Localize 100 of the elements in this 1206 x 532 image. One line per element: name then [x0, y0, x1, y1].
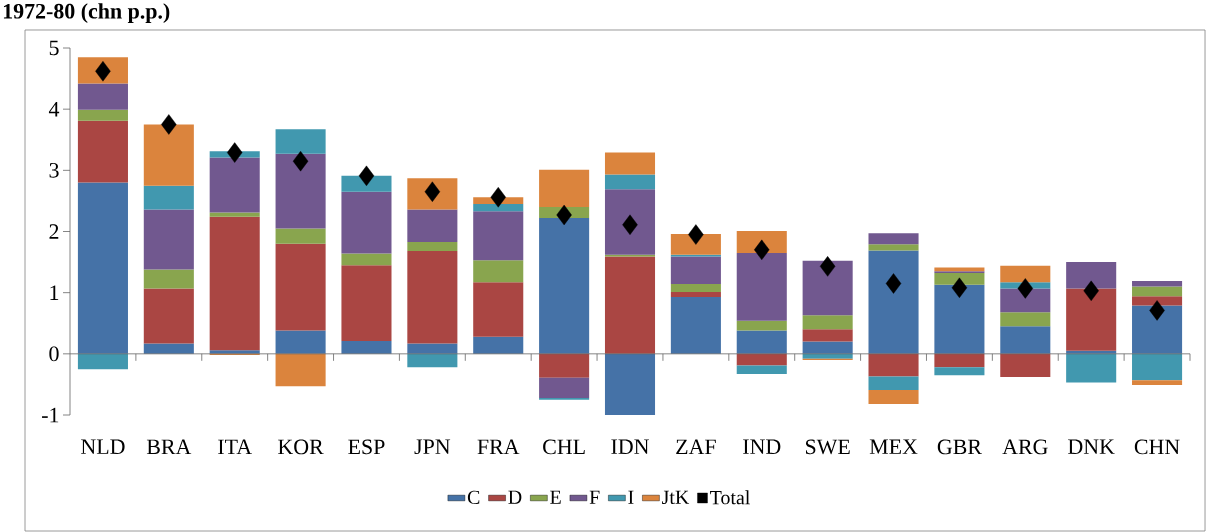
bar [275, 243, 326, 331]
bar [868, 233, 919, 245]
point [1149, 300, 1165, 321]
point [490, 187, 506, 208]
bar [143, 209, 194, 270]
bar [670, 256, 721, 285]
y-tick-label: 3 [49, 162, 59, 178]
x-tick-label: IDN [611, 439, 649, 454]
bar [934, 367, 985, 376]
bar [341, 340, 392, 354]
bar [473, 211, 524, 261]
bar [736, 353, 787, 366]
bar [802, 315, 853, 330]
bar [1000, 353, 1051, 378]
bar [209, 216, 260, 351]
bar [736, 365, 787, 375]
x-tick-label: NLD [81, 439, 125, 454]
y-tick-label: 0 [49, 346, 59, 362]
point [227, 142, 243, 163]
bar [473, 260, 524, 283]
bar [539, 218, 590, 354]
bar [275, 153, 326, 229]
point [556, 204, 572, 226]
bar [1132, 380, 1183, 386]
bar [670, 284, 721, 293]
bar [1066, 288, 1117, 351]
bar [275, 330, 326, 354]
bar [802, 353, 853, 359]
x-tick-label: BRA [146, 439, 192, 455]
bar [1000, 288, 1051, 313]
bar [604, 174, 656, 190]
bar [604, 189, 656, 255]
bar [802, 260, 853, 316]
bar [407, 241, 458, 252]
bar [143, 288, 194, 344]
bar [1066, 353, 1117, 383]
point [424, 181, 441, 202]
bar [934, 273, 985, 285]
x-tick-label: MEX [869, 439, 918, 454]
point [358, 165, 375, 187]
bar [77, 353, 128, 370]
x-tick-label: KOR [278, 439, 324, 455]
bar [868, 376, 919, 390]
bar [670, 292, 721, 297]
bar [1000, 326, 1051, 354]
bar [670, 296, 721, 354]
y-tick-label: 4 [48, 101, 60, 117]
bar [1132, 305, 1183, 354]
bar [143, 269, 194, 289]
bar [868, 244, 919, 251]
bar [1066, 262, 1117, 289]
bar [604, 353, 656, 415]
bar [736, 320, 787, 331]
bar [539, 377, 590, 398]
x-tick-label: SWE [805, 439, 850, 455]
bar [473, 336, 524, 354]
bar [934, 284, 985, 354]
y-tick-label: 1 [50, 285, 59, 300]
bar [407, 209, 458, 242]
bar [209, 157, 260, 213]
bar [868, 250, 919, 354]
bar [802, 341, 853, 354]
bar [77, 83, 128, 110]
point [1017, 278, 1033, 299]
bar [1000, 265, 1051, 283]
bar [143, 185, 194, 210]
x-tick-label: IND [743, 439, 781, 454]
bar [341, 191, 392, 254]
legend-label: JtK [662, 490, 690, 504]
point [292, 150, 309, 172]
x-tick-label: JPN [414, 439, 451, 455]
bar [604, 152, 656, 175]
bar [868, 353, 919, 377]
chart-title: 1972-80 (chn p.p.) [3, 3, 170, 24]
x-tick-label: ZAF [676, 439, 716, 454]
bar [670, 233, 721, 255]
bar [934, 353, 985, 368]
bar [407, 353, 458, 368]
bar [275, 353, 326, 387]
bar [407, 251, 458, 344]
bar [209, 212, 260, 217]
bar [736, 330, 787, 354]
bar [407, 343, 458, 354]
bar [802, 329, 853, 342]
bar [604, 256, 656, 354]
bar [473, 282, 524, 337]
x-tick-label: CHL [543, 439, 585, 455]
point [1083, 280, 1099, 302]
legend-label: E [550, 490, 561, 504]
y-tick-label: -1 [42, 407, 59, 423]
x-tick-label: ESP [348, 439, 385, 455]
bar [868, 389, 919, 404]
bar [1000, 312, 1051, 327]
point [951, 277, 968, 298]
legend-label: Total [710, 490, 750, 505]
x-tick-label: FRA [477, 439, 520, 454]
x-tick-label: DNK [1068, 439, 1115, 454]
point [95, 61, 111, 82]
bar [77, 182, 128, 354]
point [754, 239, 770, 261]
